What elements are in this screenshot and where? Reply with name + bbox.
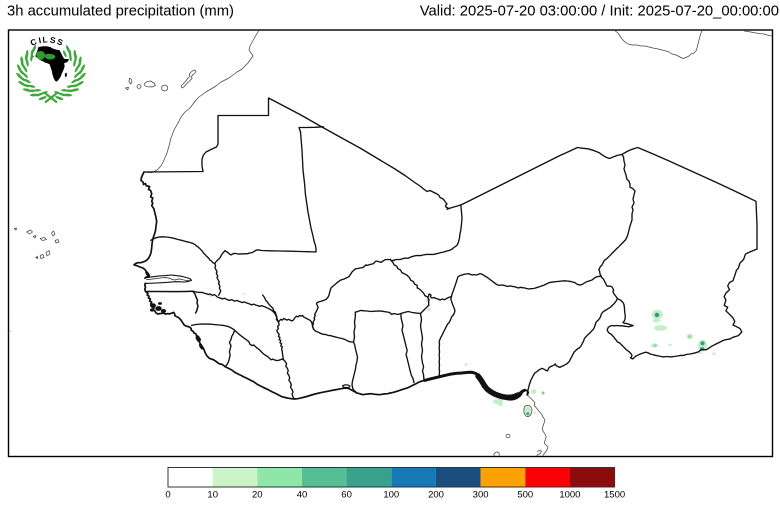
- svg-text:S: S: [56, 36, 65, 47]
- svg-text:I: I: [38, 35, 42, 45]
- svg-text:20: 20: [252, 490, 263, 501]
- svg-text:10: 10: [207, 490, 218, 501]
- svg-text:Valid: 2025-07-20 03:00:00 / I: Valid: 2025-07-20 03:00:00 / Init: 2025-…: [420, 4, 779, 20]
- svg-text:300: 300: [473, 490, 489, 501]
- svg-text:1000: 1000: [559, 490, 580, 501]
- svg-text:500: 500: [517, 490, 533, 501]
- svg-text:40: 40: [297, 490, 308, 501]
- svg-text:1500: 1500: [604, 490, 625, 501]
- svg-text:100: 100: [383, 490, 399, 501]
- svg-text:0: 0: [165, 490, 170, 501]
- svg-text:3h accumulated precipitation (: 3h accumulated precipitation (mm): [7, 4, 234, 20]
- svg-text:200: 200: [428, 490, 444, 501]
- svg-text:C: C: [29, 36, 38, 48]
- svg-text:S: S: [49, 35, 56, 46]
- svg-text:60: 60: [341, 490, 352, 501]
- svg-text:L: L: [42, 34, 48, 44]
